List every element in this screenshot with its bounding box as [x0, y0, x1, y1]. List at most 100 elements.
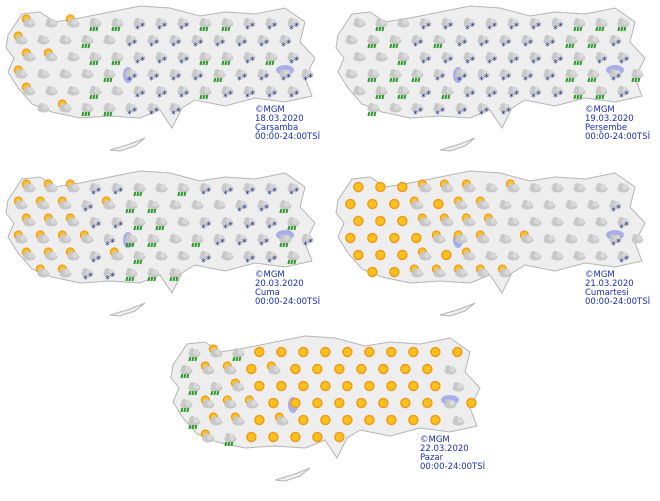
snow-icon: * * — [441, 18, 454, 35]
svg-text:*: * — [426, 90, 431, 100]
cloudy-icon — [587, 200, 600, 210]
snow-icon: * * — [617, 217, 630, 234]
rain-icon — [213, 69, 226, 83]
cloudy-icon — [587, 234, 600, 244]
cyprus — [439, 302, 476, 317]
svg-text:*: * — [272, 255, 277, 265]
svg-text:*: * — [96, 187, 101, 197]
svg-text:*: * — [536, 22, 541, 32]
sunny-icon — [334, 363, 345, 375]
svg-text:*: * — [140, 90, 145, 100]
svg-text:*: * — [149, 110, 154, 120]
sunny-icon — [422, 397, 433, 409]
partly-cloudy-icon — [13, 196, 28, 210]
svg-text:*: * — [228, 90, 233, 100]
snow-icon: * * — [455, 69, 468, 86]
svg-text:*: * — [110, 272, 115, 282]
svg-text:*: * — [465, 25, 470, 35]
partly-cloudy-icon — [43, 213, 58, 227]
partly-cloudy-icon — [13, 65, 28, 79]
cloudy-icon — [565, 234, 578, 244]
date: 20.03.2020 — [255, 279, 304, 289]
svg-text:*: * — [487, 25, 492, 35]
rain-icon — [111, 18, 124, 32]
svg-text:*: * — [545, 42, 550, 52]
partly-cloudy-icon — [79, 230, 94, 244]
svg-text:*: * — [267, 93, 272, 103]
snow-icon: * * — [177, 86, 190, 103]
rain-icon — [287, 217, 300, 231]
snow-icon: * * — [287, 52, 300, 69]
snow-icon: * * — [235, 234, 248, 251]
svg-text:*: * — [479, 110, 484, 120]
cloudy-icon — [529, 217, 542, 227]
svg-text:*: * — [624, 90, 629, 100]
cloudy-icon — [37, 35, 50, 45]
svg-text:*: * — [289, 25, 294, 35]
rain-icon — [111, 52, 124, 66]
rain-icon — [103, 69, 116, 83]
svg-text:*: * — [113, 190, 118, 200]
svg-text:*: * — [245, 190, 250, 200]
credit: ©MGM — [585, 105, 615, 115]
svg-text:*: * — [421, 59, 426, 69]
svg-text:*: * — [509, 25, 514, 35]
svg-text:*: * — [127, 110, 132, 120]
snow-icon: * * — [257, 234, 270, 251]
sunny-icon — [408, 346, 419, 358]
sunny-icon — [353, 249, 364, 261]
partly-cloudy-icon — [475, 264, 490, 278]
svg-text:*: * — [421, 25, 426, 35]
svg-text:*: * — [440, 107, 445, 117]
svg-text:*: * — [479, 76, 484, 86]
svg-text:*: * — [487, 93, 492, 103]
rain-icon — [188, 382, 201, 396]
rain-icon — [411, 69, 424, 83]
partly-cloudy-icon — [431, 230, 446, 244]
rain-icon — [89, 86, 102, 100]
svg-text:*: * — [83, 207, 88, 217]
credit: ©MGM — [255, 270, 285, 280]
rain-icon — [631, 69, 644, 83]
partly-cloudy-icon — [519, 230, 534, 244]
svg-text:*: * — [462, 73, 467, 83]
rain-icon — [221, 18, 234, 32]
cloudy-icon — [353, 18, 366, 28]
snow-icon: * * — [243, 86, 256, 103]
sunny-icon — [375, 181, 386, 193]
partly-cloudy-icon — [43, 247, 58, 261]
svg-text:*: * — [281, 42, 286, 52]
svg-text:*: * — [223, 190, 228, 200]
svg-text:*: * — [135, 93, 140, 103]
snow-icon: * * — [529, 86, 542, 103]
snow-icon: * * — [477, 69, 490, 86]
svg-text:*: * — [492, 22, 497, 32]
period: 00:00-24:00TSİ — [585, 132, 651, 142]
svg-text:*: * — [215, 241, 220, 251]
cloudy-icon — [375, 52, 388, 62]
cloudy-icon — [177, 251, 190, 261]
partly-cloudy-icon — [13, 31, 28, 45]
svg-text:*: * — [83, 275, 88, 285]
sunny-icon — [411, 232, 422, 244]
snow-icon: * * — [485, 52, 498, 69]
snow-icon: * * — [609, 234, 622, 251]
cloudy-icon — [485, 183, 498, 193]
snow-icon: * * — [287, 18, 300, 35]
cloudy-icon — [521, 200, 534, 210]
sunny-icon — [452, 346, 463, 358]
cloudy-icon — [485, 251, 498, 261]
rain-icon — [89, 52, 102, 66]
sunny-icon — [378, 363, 389, 375]
period: 00:00-24:00TSİ — [255, 297, 321, 307]
turkey-map — [170, 335, 481, 482]
svg-text:*: * — [179, 59, 184, 69]
svg-text:*: * — [245, 93, 250, 103]
cyprus — [109, 302, 146, 317]
day: Perşembe — [585, 123, 628, 133]
rain-icon — [180, 365, 193, 379]
svg-text:*: * — [198, 39, 203, 49]
partly-cloudy-icon — [475, 230, 490, 244]
svg-text:*: * — [157, 59, 162, 69]
rain-icon — [81, 103, 94, 117]
